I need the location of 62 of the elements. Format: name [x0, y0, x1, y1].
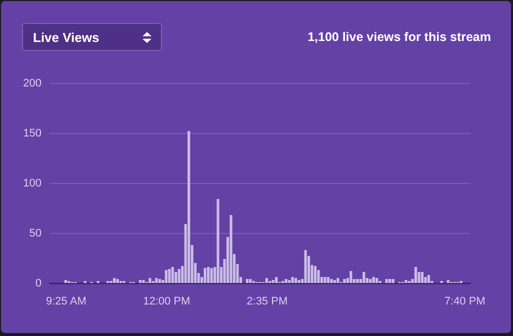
bar — [372, 277, 375, 283]
bar — [317, 270, 320, 283]
bar — [330, 279, 333, 283]
bar — [265, 278, 268, 283]
bar — [206, 267, 210, 283]
bar — [294, 278, 298, 283]
bar — [414, 267, 418, 283]
bar — [204, 268, 206, 283]
bar — [216, 199, 220, 283]
bar — [404, 280, 408, 283]
bar — [343, 279, 346, 283]
bar — [210, 268, 213, 283]
bar — [249, 279, 252, 283]
bar — [446, 280, 450, 283]
bar — [64, 280, 67, 283]
bar — [142, 280, 145, 283]
bar — [291, 277, 294, 283]
bar — [369, 279, 372, 283]
bar — [385, 279, 388, 283]
bar — [116, 279, 119, 283]
bar — [324, 277, 326, 283]
y-tick-label: 100 — [23, 178, 42, 190]
bar — [284, 279, 288, 283]
bar — [333, 280, 336, 283]
y-tick-label: 150 — [23, 128, 42, 140]
bar — [420, 272, 424, 283]
bar — [246, 279, 248, 283]
x-tick-label: 9:25 AM — [46, 296, 86, 308]
bar — [138, 280, 142, 283]
bar — [350, 271, 352, 283]
bar — [336, 278, 340, 283]
bar — [362, 272, 366, 283]
bar — [288, 280, 291, 283]
bar — [148, 278, 152, 283]
x-tick-label: 12:00 PM — [143, 296, 190, 308]
bar — [275, 277, 278, 283]
y-tick-label: 200 — [23, 78, 42, 90]
bar — [314, 266, 317, 283]
bar — [272, 280, 274, 283]
bar — [326, 277, 330, 283]
text: Live Views — [33, 30, 100, 45]
bar — [112, 278, 116, 283]
bar — [304, 250, 307, 283]
y-tick-label: 0 — [35, 278, 42, 290]
bar — [155, 278, 158, 283]
bar — [178, 269, 180, 283]
x-tick-label: 7:40 PM — [444, 296, 486, 308]
bar — [168, 269, 171, 283]
bar — [164, 270, 168, 283]
x-tick-label: 2:35 PM — [246, 296, 288, 308]
bar — [388, 279, 392, 283]
bar — [427, 275, 430, 283]
bar — [188, 131, 190, 283]
y-tick-label: 50 — [29, 228, 42, 240]
chart-title: 1,100 live views for this stream — [308, 30, 491, 44]
bar — [356, 279, 359, 283]
bar — [392, 279, 394, 283]
bar — [171, 267, 174, 283]
bar — [298, 280, 300, 283]
bar — [158, 279, 161, 283]
bar — [230, 215, 232, 283]
bar — [376, 278, 378, 283]
